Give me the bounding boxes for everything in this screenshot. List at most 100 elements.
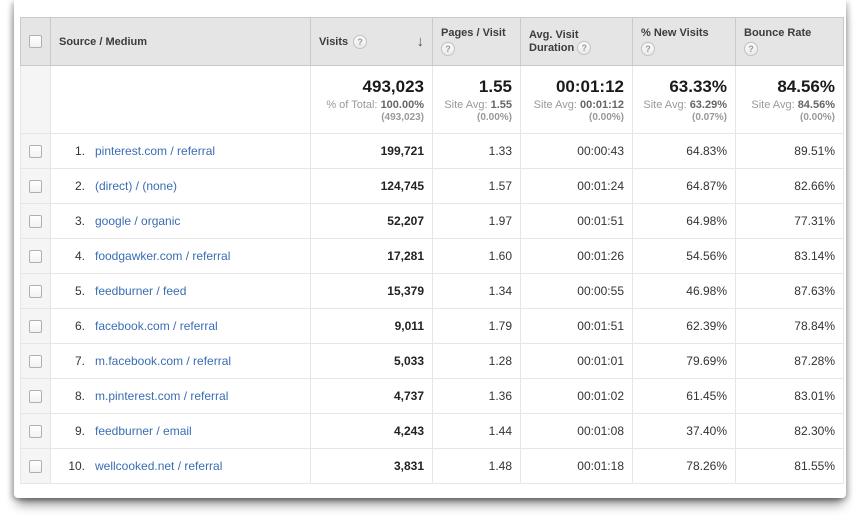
table-row: 2. (direct) / (none) 124,745 1.57 00:01:2… <box>20 168 844 204</box>
table-header-row: Source / Medium Visits ? ↓ Pages / Visit… <box>20 17 844 66</box>
pages-per-visit-cell: 1.48 <box>432 448 521 484</box>
visits-cell: 52,207 <box>310 203 433 239</box>
bounce-rate-cell: 87.28% <box>735 343 844 379</box>
column-header-bounce-rate[interactable]: Bounce Rate ? <box>735 17 844 66</box>
new-visits-cell: 46.98% <box>632 273 736 309</box>
avg-duration-cell: 00:00:55 <box>520 273 633 309</box>
row-rank: 9. <box>74 424 85 438</box>
pages-per-visit-cell: 1.28 <box>432 343 521 379</box>
avg-duration-cell: 00:01:51 <box>520 308 633 344</box>
bounce-rate-cell: 83.14% <box>735 238 844 274</box>
column-label: Avg. Visit Duration <box>529 28 579 54</box>
source-cell: 10. wellcooked.net / referral <box>50 448 311 484</box>
avg-duration-cell: 00:01:18 <box>520 448 633 484</box>
source-cell: 4. foodgawker.com / referral <box>50 238 311 274</box>
column-header-avg-visit-duration[interactable]: Avg. Visit Duration ? <box>520 17 633 66</box>
pages-per-visit-cell: 1.97 <box>432 203 521 239</box>
visits-cell: 9,011 <box>310 308 433 344</box>
summary-checkbox-cell <box>20 65 51 134</box>
row-checkbox[interactable] <box>29 250 42 264</box>
source-cell: 7. m.facebook.com / referral <box>50 343 311 379</box>
summary-row: 493,023 % of Total: 100.00% (493,023) 1.… <box>20 65 844 134</box>
row-checkbox[interactable] <box>29 425 42 439</box>
table-row: 9. feedburner / email 4,243 1.44 00:01:08… <box>20 413 844 449</box>
source-cell: 5. feedburner / feed <box>50 273 311 309</box>
source-medium-link[interactable]: foodgawker.com / referral <box>95 249 231 263</box>
visits-cell: 199,721 <box>310 133 433 169</box>
visits-cell: 4,737 <box>310 378 433 414</box>
new-visits-cell: 61.45% <box>632 378 736 414</box>
table-row: 6. facebook.com / referral 9,011 1.79 00:… <box>20 308 844 344</box>
source-medium-link[interactable]: facebook.com / referral <box>95 319 218 333</box>
source-cell: 1. pinterest.com / referral <box>50 133 311 169</box>
bounce-rate-cell: 89.51% <box>735 133 844 169</box>
help-icon[interactable]: ? <box>577 40 592 55</box>
avg-duration-cell: 00:01:26 <box>520 238 633 274</box>
row-rank: 5. <box>74 284 85 298</box>
source-medium-link[interactable]: google / organic <box>95 214 181 228</box>
row-rank: 6. <box>74 319 85 333</box>
visits-cell: 4,243 <box>310 413 433 449</box>
row-checkbox[interactable] <box>29 285 42 299</box>
source-cell: 9. feedburner / email <box>50 413 311 449</box>
row-checkbox[interactable] <box>29 145 42 159</box>
new-visits-cell: 64.98% <box>632 203 736 239</box>
source-medium-link[interactable]: wellcooked.net / referral <box>95 459 223 473</box>
bounce-rate-cell: 77.31% <box>735 203 844 239</box>
new-visits-cell: 62.39% <box>632 308 736 344</box>
column-header-source-medium[interactable]: Source / Medium <box>50 17 311 66</box>
source-cell: 3. google / organic <box>50 203 311 239</box>
row-checkbox[interactable] <box>29 460 42 474</box>
row-rank: 10. <box>68 459 85 473</box>
source-medium-link[interactable]: m.pinterest.com / referral <box>95 389 229 403</box>
column-header-pages-per-visit[interactable]: Pages / Visit ? <box>432 17 521 66</box>
row-checkbox[interactable] <box>29 180 42 194</box>
source-cell: 6. facebook.com / referral <box>50 308 311 344</box>
sort-descending-icon[interactable]: ↓ <box>416 33 425 50</box>
duration-avg-cell: 00:01:12 Site Avg: 00:01:12 (0.00%) <box>520 65 633 134</box>
avg-duration-cell: 00:00:43 <box>520 133 633 169</box>
avg-duration-cell: 00:01:51 <box>520 203 633 239</box>
source-medium-link[interactable]: pinterest.com / referral <box>95 144 216 158</box>
column-label: Bounce Rate <box>744 27 812 39</box>
table-row: 10. wellcooked.net / referral 3,831 1.48 … <box>20 448 844 484</box>
source-medium-link[interactable]: (direct) / (none) <box>95 179 178 193</box>
pages-per-visit-cell: 1.36 <box>432 378 521 414</box>
source-medium-link[interactable]: m.facebook.com / referral <box>95 354 232 368</box>
avg-duration-cell: 00:01:08 <box>520 413 633 449</box>
column-header-visits[interactable]: Visits ? ↓ <box>310 17 433 66</box>
visits-total-cell: 493,023 % of Total: 100.00% (493,023) <box>310 65 433 134</box>
new-visits-cell: 64.87% <box>632 168 736 204</box>
new-visits-cell: 54.56% <box>632 238 736 274</box>
select-all-cell <box>20 17 51 66</box>
help-icon[interactable]: ? <box>744 42 758 56</box>
table-row: 7. m.facebook.com / referral 5,033 1.28 0… <box>20 343 844 379</box>
row-checkbox[interactable] <box>29 215 42 229</box>
source-medium-link[interactable]: feedburner / email <box>95 424 192 438</box>
help-icon[interactable]: ? <box>641 42 655 56</box>
summary-source-cell <box>50 65 311 134</box>
avg-duration-cell: 00:01:01 <box>520 343 633 379</box>
row-rank: 7. <box>74 354 85 368</box>
row-rank: 2. <box>74 179 85 193</box>
help-icon[interactable]: ? <box>353 34 368 49</box>
pages-per-visit-cell: 1.44 <box>432 413 521 449</box>
help-icon[interactable]: ? <box>441 42 455 56</box>
column-label: Pages / Visit <box>441 27 506 39</box>
row-checkbox[interactable] <box>29 355 42 369</box>
pages-per-visit-cell: 1.60 <box>432 238 521 274</box>
visits-cell: 3,831 <box>310 448 433 484</box>
pages-per-visit-cell: 1.79 <box>432 308 521 344</box>
pages-per-visit-cell: 1.57 <box>432 168 521 204</box>
visits-cell: 124,745 <box>310 168 433 204</box>
column-label: Source / Medium <box>59 35 148 48</box>
row-checkbox[interactable] <box>29 390 42 404</box>
row-checkbox[interactable] <box>29 320 42 334</box>
pages-avg-cell: 1.55 Site Avg: 1.55 (0.00%) <box>432 65 521 134</box>
select-all-checkbox[interactable] <box>29 35 42 48</box>
source-medium-link[interactable]: feedburner / feed <box>95 284 187 298</box>
bounce-avg-cell: 84.56% Site Avg: 84.56% (0.00%) <box>735 65 844 134</box>
row-rank: 8. <box>74 389 85 403</box>
column-header-new-visits[interactable]: % New Visits ? <box>632 17 736 66</box>
table-row: 5. feedburner / feed 15,379 1.34 00:00:55… <box>20 273 844 309</box>
